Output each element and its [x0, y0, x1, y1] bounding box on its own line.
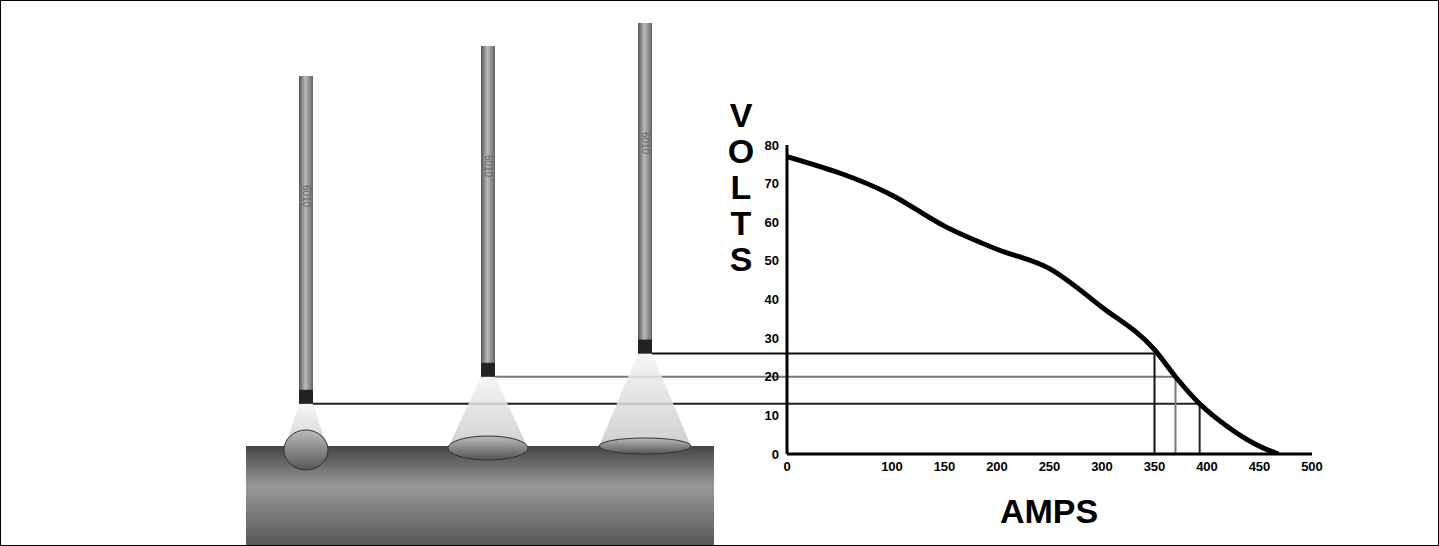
svg-text:10: 10 — [765, 408, 779, 423]
svg-text:70: 70 — [765, 176, 779, 191]
svg-text:450: 450 — [1249, 459, 1271, 474]
html-text:T: T — [730, 204, 752, 242]
svg-text:100: 100 — [881, 459, 903, 474]
svg-text:0: 0 — [772, 447, 779, 462]
svg-text:6010: 6010 — [483, 155, 494, 178]
svg-text:300: 300 — [1091, 459, 1113, 474]
svg-text:350: 350 — [1144, 459, 1166, 474]
svg-text:80: 80 — [765, 138, 779, 153]
svg-text:20: 20 — [765, 369, 779, 384]
html-text:V: V — [729, 96, 753, 134]
svg-text:50: 50 — [765, 253, 779, 268]
svg-text:6010: 6010 — [640, 132, 651, 155]
svg-text:40: 40 — [765, 292, 779, 307]
svg-text:0: 0 — [783, 459, 790, 474]
svg-text:30: 30 — [765, 331, 779, 346]
svg-text:6010: 6010 — [301, 185, 312, 208]
svg-text:400: 400 — [1196, 459, 1218, 474]
html-text:S: S — [729, 240, 753, 278]
html-text:L: L — [730, 168, 752, 206]
svg-text:200: 200 — [986, 459, 1008, 474]
svg-text:250: 250 — [1039, 459, 1061, 474]
html-text:O: O — [727, 132, 755, 170]
svg-text:60: 60 — [765, 215, 779, 230]
html-text:AMPS: AMPS — [999, 492, 1099, 530]
svg-text:150: 150 — [934, 459, 956, 474]
svg-text:500: 500 — [1301, 459, 1323, 474]
